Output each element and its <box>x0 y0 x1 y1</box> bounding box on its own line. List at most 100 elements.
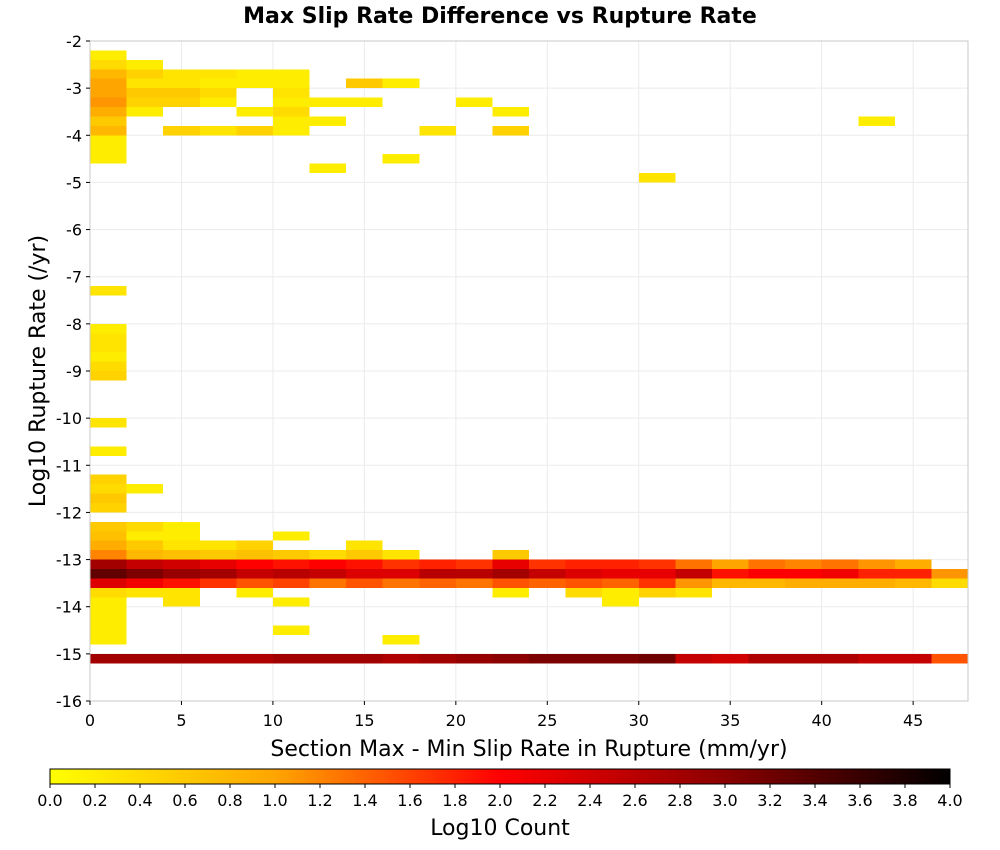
colorbar-tick-label: 2.8 <box>667 791 692 810</box>
heatmap-cell <box>858 559 895 569</box>
heatmap-cell <box>309 550 347 560</box>
x-tick-label: 15 <box>354 711 374 730</box>
heatmap-cell <box>529 653 566 664</box>
heatmap-cell <box>602 597 639 607</box>
heatmap-cell <box>236 540 273 551</box>
heatmap-cell <box>748 559 786 569</box>
heatmap-cell <box>126 69 164 79</box>
heatmap-cell <box>236 107 273 117</box>
colorbar-tick-label: 0.6 <box>172 791 197 810</box>
heatmap-cell <box>199 97 237 107</box>
heatmap-cell <box>90 418 127 428</box>
colorbar-tick-label: 4.0 <box>937 791 962 810</box>
heatmap-cell <box>272 550 310 560</box>
y-tick-label: -9 <box>66 362 82 381</box>
heatmap-cell <box>711 653 749 664</box>
heatmap-cell <box>638 578 676 588</box>
heatmap-cell <box>90 531 127 541</box>
heatmap-cell <box>309 578 347 588</box>
heatmap-cell <box>638 587 676 598</box>
heatmap-cell <box>126 97 164 107</box>
heatmap-cell <box>711 569 749 579</box>
heatmap-cell <box>126 78 164 89</box>
heatmap-cell <box>272 97 310 107</box>
heatmap-cell <box>894 653 932 664</box>
heatmap-cell <box>90 88 127 98</box>
colorbar-tick-label: 1.2 <box>307 791 332 810</box>
heatmap-cell <box>785 653 822 664</box>
heatmap-cell <box>272 625 310 635</box>
heatmap-cell <box>126 587 164 598</box>
heatmap-cell <box>492 107 529 117</box>
heatmap-cell <box>382 559 420 569</box>
heatmap-cell <box>309 559 347 569</box>
y-tick-label: -13 <box>56 551 82 570</box>
heatmap-cell <box>90 116 127 126</box>
x-tick-label: 0 <box>85 711 95 730</box>
colorbar <box>49 768 951 785</box>
heatmap-cell <box>675 653 712 664</box>
heatmap-cell <box>492 550 529 560</box>
heatmap-cell <box>126 559 164 569</box>
heatmap-cell <box>90 371 127 381</box>
heatmap-cell <box>309 569 347 579</box>
colorbar-tick-label: 3.6 <box>847 791 872 810</box>
heatmap-cell <box>163 587 200 598</box>
colorbar-tick-label: 0.4 <box>127 791 152 810</box>
x-tick-label: 25 <box>537 711 557 730</box>
heatmap-cell <box>90 493 127 503</box>
heatmap-cell <box>858 653 895 664</box>
heatmap-cell <box>309 97 347 107</box>
y-tick-label: -16 <box>56 692 82 711</box>
heatmap-cell <box>382 154 420 164</box>
heatmap-cell <box>90 333 127 343</box>
heatmap-cell <box>272 531 310 541</box>
heatmap-cell <box>748 653 786 664</box>
heatmap-cell <box>309 653 347 664</box>
heatmap-cell <box>492 578 529 588</box>
heatmap-cell <box>858 116 895 126</box>
heatmap-cell <box>272 569 310 579</box>
heatmap-cell <box>455 559 493 569</box>
heatmap-cell <box>711 559 749 569</box>
heatmap-cell <box>748 569 786 579</box>
heatmap-cell <box>236 550 273 560</box>
heatmap-cell <box>675 559 712 569</box>
heatmap-cell <box>126 540 164 551</box>
heatmap-cell <box>126 59 164 70</box>
heatmap-cell <box>565 569 603 579</box>
y-tick-label: -2 <box>66 32 82 51</box>
heatmap-cell <box>602 653 639 664</box>
heatmap-cell <box>236 587 273 598</box>
y-axis-ticks: -2 -3 -4 -5 -6 -7 -8 -9 -10 -11 -12 -13 -14 -15 -16 <box>56 32 90 711</box>
heatmap-cell <box>382 653 420 664</box>
heatmap-cell <box>346 540 383 551</box>
heatmap-cell <box>272 116 310 126</box>
x-tick-label: 5 <box>176 711 186 730</box>
heatmap-cell <box>163 550 200 560</box>
heatmap-cell <box>90 597 127 607</box>
heatmap-cells <box>90 50 968 664</box>
y-tick-label: -12 <box>56 503 82 522</box>
heatmap-cell <box>90 361 127 371</box>
heatmap-cell <box>90 59 127 70</box>
heatmap-cell <box>90 286 127 296</box>
colorbar-tick-label: 3.0 <box>712 791 737 810</box>
heatmap-cell <box>492 587 529 598</box>
heatmap-cell <box>126 578 164 588</box>
heatmap-cell <box>163 569 200 579</box>
heatmap-cell <box>236 78 273 89</box>
heatmap-cell <box>785 578 822 588</box>
heatmap-cell <box>272 107 310 117</box>
heatmap-cell <box>638 653 676 664</box>
heatmap-cell <box>419 569 456 579</box>
heatmap-cell <box>163 531 200 541</box>
heatmap-cell <box>236 69 273 79</box>
heatmap-cell <box>90 342 127 353</box>
heatmap-cell <box>163 88 200 98</box>
colorbar-tick-label: 2.2 <box>532 791 557 810</box>
heatmap-cell <box>565 587 603 598</box>
heatmap-cell <box>748 578 786 588</box>
heatmap-cell <box>90 125 127 136</box>
heatmap-cell <box>126 550 164 560</box>
